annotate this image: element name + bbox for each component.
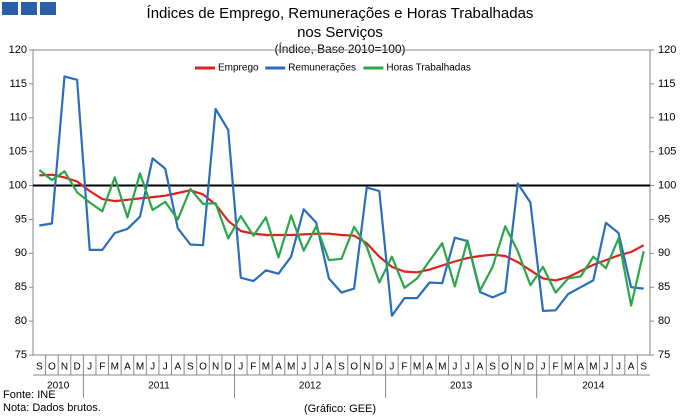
y2-tick-label: 120 xyxy=(658,44,676,56)
y-tick-label: 120 xyxy=(9,44,27,56)
series-line xyxy=(38,169,645,307)
x-tick-label: S xyxy=(640,362,647,373)
x-tick-label: M xyxy=(136,362,144,373)
series-line xyxy=(39,75,644,317)
x-tick-label: J xyxy=(465,362,470,373)
x-tick-label: F xyxy=(99,362,105,373)
x-tick-label: J xyxy=(238,362,243,373)
x-tick-label: A xyxy=(124,362,131,373)
y2-tick-label: 80 xyxy=(658,315,670,327)
x-tick-label: D xyxy=(376,362,383,373)
x-tick-label: J xyxy=(603,362,608,373)
x-tick-label: A xyxy=(326,362,333,373)
source: Fonte: INE xyxy=(3,389,56,401)
x-tick-label: J xyxy=(150,362,155,373)
x-tick-label: M xyxy=(262,362,270,373)
x-tick-label: A xyxy=(628,362,635,373)
year-label: 2013 xyxy=(450,381,473,392)
y-tick-label: 80 xyxy=(15,315,27,327)
x-tick-label: O xyxy=(199,362,207,373)
x-tick-label: N xyxy=(212,362,219,373)
x-tick-label: M xyxy=(413,362,421,373)
x-tick-label: S xyxy=(187,362,194,373)
year-label: 2011 xyxy=(148,381,170,392)
credit: (Gráfico: GEE) xyxy=(304,403,376,415)
x-tick-label: J xyxy=(616,362,621,373)
x-tick-label: N xyxy=(61,362,68,373)
y2-tick-label: 115 xyxy=(658,78,676,90)
logo-block xyxy=(2,2,18,15)
x-tick-label: S xyxy=(36,362,43,373)
x-tick-label: J xyxy=(540,362,545,373)
plot-frame xyxy=(32,49,651,356)
y2-tick-label: 105 xyxy=(658,146,676,158)
x-tick-label: D xyxy=(225,362,232,373)
x-tick-label: D xyxy=(527,362,534,373)
x-tick-label: M xyxy=(564,362,572,373)
series-line xyxy=(39,173,645,282)
chart-title: Índices de Emprego, Remunerações e Horas… xyxy=(146,5,534,41)
x-tick-label: F xyxy=(401,362,407,373)
y2-tick-label: 100 xyxy=(658,179,676,191)
y2-tick-label: 85 xyxy=(658,281,670,293)
x-tick-label: A xyxy=(477,362,484,373)
x-tick-label: F xyxy=(250,362,256,373)
x-tick-label: M xyxy=(111,362,119,373)
x-tick-label: O xyxy=(48,362,56,373)
y2-tick-label: 95 xyxy=(658,213,670,225)
x-tick-label: A xyxy=(577,362,584,373)
year-label: 2014 xyxy=(582,381,605,392)
y-tick-label: 90 xyxy=(15,247,27,259)
x-tick-label: D xyxy=(73,362,80,373)
x-tick-label: S xyxy=(489,362,496,373)
x-tick-label: J xyxy=(314,362,319,373)
x-tick-label: J xyxy=(87,362,92,373)
y2-tick-label: 90 xyxy=(658,247,670,259)
x-tick-label: J xyxy=(163,362,168,373)
y-tick-label: 115 xyxy=(9,78,27,90)
year-label: 2012 xyxy=(299,381,322,392)
y2-tick-label: 110 xyxy=(658,112,676,124)
logo-block xyxy=(21,2,37,15)
y-tick-label: 95 xyxy=(15,213,27,225)
x-tick-label: J xyxy=(301,362,306,373)
x-tick-label: M xyxy=(287,362,295,373)
subtitle: (Índice, Base 2010=100) xyxy=(274,41,405,56)
x-tick-label: A xyxy=(275,362,282,373)
legend-label: Horas Trabalhadas xyxy=(386,63,471,74)
y-tick-label: 75 xyxy=(15,349,27,361)
y2-tick-label: 75 xyxy=(658,349,670,361)
x-tick-label: M xyxy=(589,362,597,373)
y-tick-label: 105 xyxy=(9,146,27,158)
legend-label: Remunerações xyxy=(288,63,356,74)
x-tick-label: A xyxy=(174,362,181,373)
y-tick-label: 110 xyxy=(9,112,27,124)
x-tick-label: F xyxy=(553,362,559,373)
y-tick-label: 100 xyxy=(9,179,27,191)
x-tick-label: N xyxy=(363,362,370,373)
x-tick-label: J xyxy=(389,362,394,373)
x-tick-label: S xyxy=(338,362,345,373)
x-tick-label: O xyxy=(350,362,358,373)
x-tick-label: O xyxy=(501,362,509,373)
logo-block xyxy=(40,2,56,15)
x-tick-label: A xyxy=(426,362,433,373)
note: Nota: Dados brutos. xyxy=(3,402,101,414)
legend-label: Emprego xyxy=(218,63,259,74)
year-label: 2010 xyxy=(47,381,70,392)
x-tick-label: M xyxy=(438,362,446,373)
y-tick-label: 85 xyxy=(15,281,27,293)
x-tick-label: J xyxy=(452,362,457,373)
x-tick-label: N xyxy=(514,362,521,373)
